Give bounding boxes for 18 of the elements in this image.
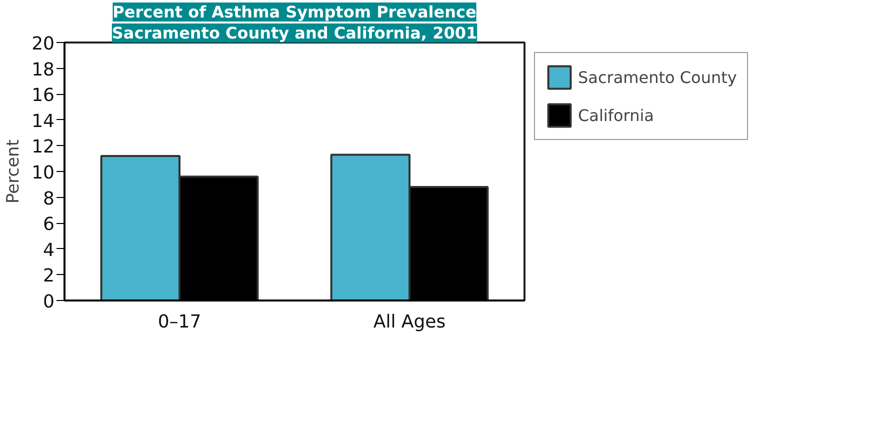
y-tick-label: 12 (32, 136, 54, 158)
y-tick-label: 20 (32, 34, 54, 54)
legend-label: Sacramento County (578, 68, 737, 86)
y-tick-label: 18 (32, 59, 54, 80)
y-tick-label: 14 (32, 110, 54, 132)
y-tick-label: 2 (43, 266, 54, 287)
y-axis-title: Percent (4, 139, 24, 204)
x-tick-label: All Ages (373, 312, 446, 332)
y-tick-label: 0 (43, 292, 54, 312)
chart-subtitle: Sacramento County and California, 2001 (112, 24, 478, 42)
y-tick-label: 4 (43, 240, 54, 261)
y-tick-label: 6 (43, 214, 54, 236)
chart-title: Percent of Asthma Symptom Prevalence (112, 2, 476, 22)
y-tick-label: 16 (32, 85, 54, 106)
x-tick-label: 0–17 (158, 312, 202, 332)
legend-label: California (578, 106, 654, 124)
y-tick-label: 8 (43, 188, 54, 210)
y-tick-label: 10 (32, 162, 54, 184)
